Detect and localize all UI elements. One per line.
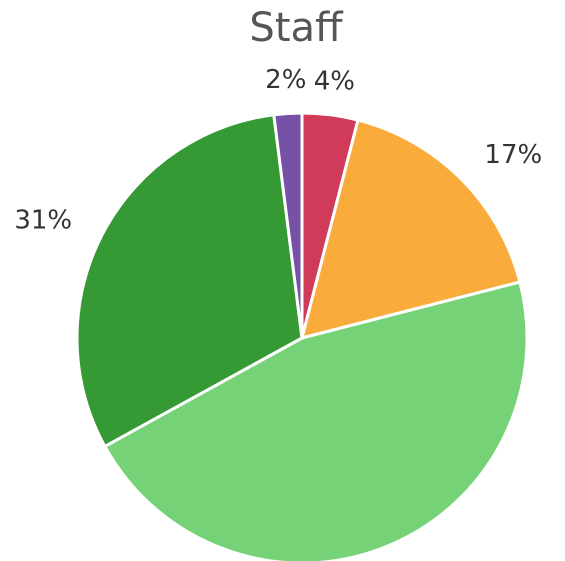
pie-slice xyxy=(75,113,304,449)
slice-label: 17% xyxy=(484,140,542,170)
pie-slice xyxy=(299,118,522,341)
chart-title: Staff xyxy=(249,5,344,51)
slice-label: 31% xyxy=(14,205,72,235)
slice-label: 4% xyxy=(314,67,355,97)
slice-label: 2% xyxy=(265,65,306,95)
pie-slice xyxy=(102,280,529,561)
pie-slice xyxy=(272,111,304,339)
